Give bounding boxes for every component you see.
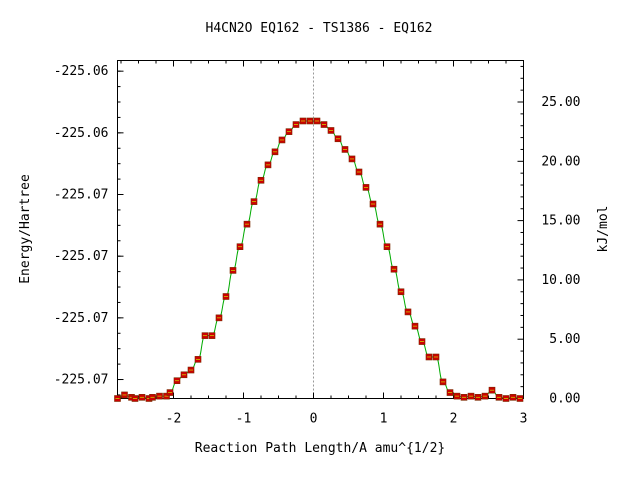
y-left-tick-label: -225.07 bbox=[54, 373, 109, 388]
y-left-tick-label: -225.06 bbox=[54, 64, 109, 79]
y-right-tick-label: 5.00 bbox=[549, 332, 580, 347]
y-axis-right-ticks: 0.00 5.00 10.00 15.00 20.00 25.00 bbox=[517, 95, 581, 407]
y-axis-right-label: kJ/mol bbox=[596, 206, 611, 253]
energy-curve bbox=[117, 120, 521, 400]
y-right-tick-label: 0.00 bbox=[549, 392, 580, 407]
y-left-tick-label: -225.06 bbox=[54, 126, 109, 141]
y-axis-left-ticks: -225.07 -225.07 -225.07 -225.07 -225.06 -225.… bbox=[54, 64, 124, 388]
x-axis-ticks: -2 -1 0 1 2 3 bbox=[166, 60, 528, 427]
x-tick-label: 2 bbox=[450, 412, 458, 427]
x-tick-label: 3 bbox=[520, 412, 528, 427]
y-right-tick-label: 10.00 bbox=[541, 273, 580, 288]
plot-frame bbox=[117, 60, 524, 399]
x-axis-label: Reaction Path Length/A amu^{1/2} bbox=[195, 441, 445, 456]
y-axis-left-label: Energy/Hartree bbox=[18, 174, 33, 284]
data-points bbox=[114, 117, 524, 402]
y-left-tick-label: -225.07 bbox=[54, 249, 109, 264]
y-right-tick-label: 20.00 bbox=[541, 154, 580, 169]
x-tick-label: -2 bbox=[166, 412, 182, 427]
x-tick-label: -1 bbox=[236, 412, 252, 427]
y-right-tick-label: 15.00 bbox=[541, 214, 580, 229]
x-tick-label: 0 bbox=[310, 412, 318, 427]
y-right-tick-label: 25.00 bbox=[541, 95, 580, 110]
chart-title: H4CN2O EQ162 - TS1386 - EQ162 bbox=[206, 21, 433, 36]
y-left-tick-label: -225.07 bbox=[54, 311, 109, 326]
x-tick-label: 1 bbox=[380, 412, 388, 427]
minor-ticks bbox=[117, 60, 524, 399]
y-left-tick-label: -225.07 bbox=[54, 188, 109, 203]
